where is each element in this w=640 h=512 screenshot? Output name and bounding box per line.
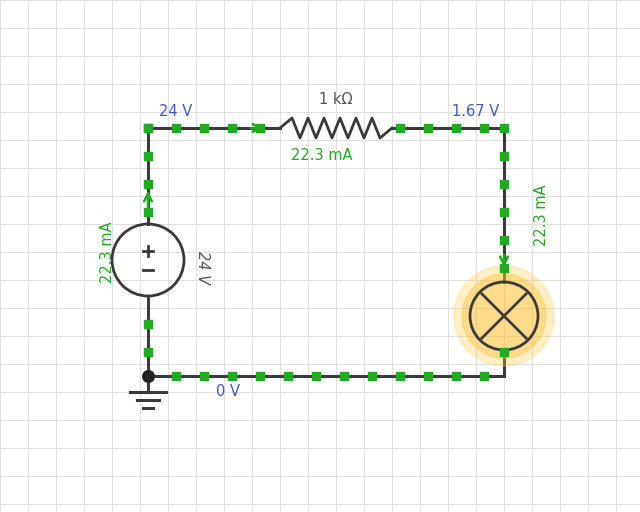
Point: [499, 264, 509, 272]
Point: [143, 152, 153, 160]
Point: [143, 124, 153, 132]
Point: [479, 124, 489, 132]
Point: [143, 372, 153, 380]
Point: [451, 372, 461, 380]
Circle shape: [462, 274, 546, 358]
Point: [171, 372, 181, 380]
Point: [143, 320, 153, 328]
Text: 22.3 mA: 22.3 mA: [291, 148, 353, 163]
Point: [499, 208, 509, 216]
Point: [227, 372, 237, 380]
Point: [499, 236, 509, 244]
Point: [143, 372, 153, 380]
Point: [395, 124, 405, 132]
Point: [255, 124, 265, 132]
Text: 0 V: 0 V: [216, 385, 240, 399]
Point: [423, 124, 433, 132]
Point: [143, 208, 153, 216]
Point: [367, 372, 377, 380]
Point: [423, 372, 433, 380]
Text: 24 V: 24 V: [159, 104, 193, 119]
Point: [143, 348, 153, 356]
Text: 1 kΩ: 1 kΩ: [319, 93, 353, 108]
Circle shape: [454, 266, 554, 366]
Point: [499, 180, 509, 188]
Point: [283, 372, 293, 380]
Point: [199, 372, 209, 380]
Point: [499, 348, 509, 356]
Point: [199, 124, 209, 132]
Text: 22.3 mA: 22.3 mA: [534, 184, 550, 246]
Point: [451, 124, 461, 132]
Point: [143, 124, 153, 132]
Point: [479, 372, 489, 380]
Point: [255, 372, 265, 380]
Point: [395, 372, 405, 380]
Point: [499, 152, 509, 160]
Point: [499, 124, 509, 132]
Point: [339, 372, 349, 380]
Text: 22.3 mA: 22.3 mA: [100, 221, 115, 283]
Text: 24 V: 24 V: [195, 251, 209, 285]
Point: [227, 124, 237, 132]
Text: 1.67 V: 1.67 V: [452, 104, 500, 119]
Point: [143, 180, 153, 188]
Point: [311, 372, 321, 380]
Point: [171, 124, 181, 132]
